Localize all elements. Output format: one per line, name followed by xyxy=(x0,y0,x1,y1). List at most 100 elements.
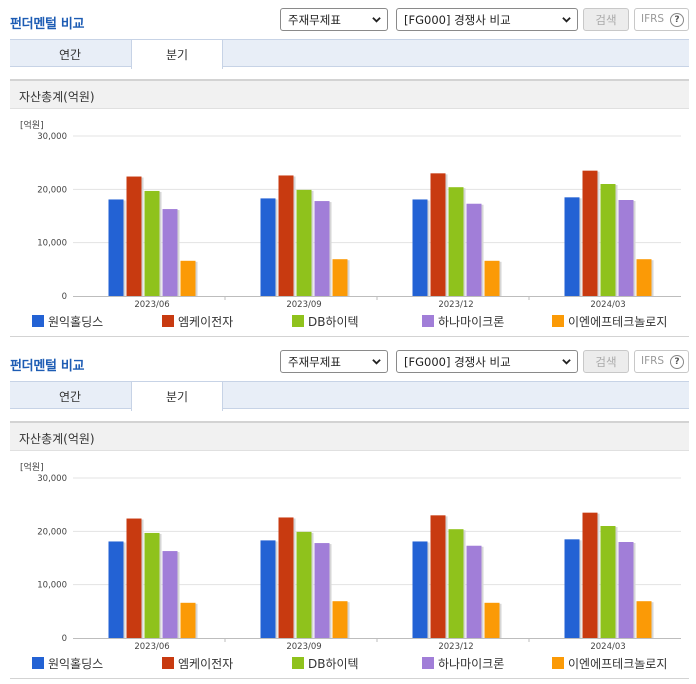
y-tick-label: 10,000 xyxy=(37,581,67,591)
tab-quarterly[interactable]: 분기 xyxy=(131,40,223,69)
search-button[interactable]: 검색 xyxy=(583,350,629,373)
help-icon[interactable]: ? xyxy=(670,355,684,369)
y-tick-label: 30,000 xyxy=(37,474,67,484)
bar[interactable] xyxy=(564,197,580,296)
y-tick-label: 0 xyxy=(62,292,67,302)
legend-label: 하나마이크론 xyxy=(438,657,505,671)
section-title: 펀더멘털 비교 xyxy=(10,17,85,32)
bar[interactable] xyxy=(314,543,330,638)
bar[interactable] xyxy=(144,532,160,638)
bar[interactable] xyxy=(278,517,294,638)
peer-group-value: [FG000] 경쟁사 비교 xyxy=(404,13,511,27)
chevron-down-icon xyxy=(562,17,571,23)
bar[interactable] xyxy=(448,187,464,296)
bar[interactable] xyxy=(162,551,178,638)
x-tick-label: 2023/06 xyxy=(134,300,169,310)
bar-chart: 0 10,000 20,000 30,000 2023/06 2023/09 2023/12… xyxy=(37,132,681,310)
bar[interactable] xyxy=(180,602,196,638)
bar[interactable] xyxy=(296,531,312,638)
legend-item[interactable]: DB하이텍 xyxy=(292,655,359,671)
search-button[interactable]: 검색 xyxy=(583,8,629,31)
bar[interactable] xyxy=(162,209,178,296)
bar[interactable] xyxy=(618,542,634,638)
peer-group-select[interactable]: [FG000] 경쟁사 비교 xyxy=(396,8,578,31)
legend-swatch xyxy=(292,315,304,327)
chart-container: 자산총계(억원) xyxy=(10,421,689,679)
period-tabs: 연간 분기 xyxy=(10,381,689,411)
legend-item[interactable]: 엠케이전자 xyxy=(162,313,233,329)
bar-chart: 0 10,000 20,000 30,000 2023/06 2023/09 2023/12… xyxy=(37,474,681,652)
bar[interactable] xyxy=(564,539,580,638)
legend-swatch xyxy=(32,315,44,327)
bar[interactable] xyxy=(582,170,598,296)
chart-title: 자산총계(억원) xyxy=(10,81,689,109)
bar[interactable] xyxy=(126,518,142,638)
bar[interactable] xyxy=(126,176,142,296)
legend-item[interactable]: DB하이텍 xyxy=(292,313,359,329)
legend-swatch xyxy=(422,315,434,327)
bar[interactable] xyxy=(332,259,348,296)
y-tick-label: 30,000 xyxy=(37,132,67,142)
bar[interactable] xyxy=(278,175,294,296)
bar[interactable] xyxy=(466,545,482,638)
help-icon[interactable]: ? xyxy=(670,13,684,27)
legend-item[interactable]: 원익홀딩스 xyxy=(32,313,103,329)
bar[interactable] xyxy=(180,260,196,296)
chart-container: 자산총계(억원) xyxy=(10,79,689,337)
tab-annual[interactable]: 연간 xyxy=(58,48,82,62)
bar[interactable] xyxy=(296,189,312,296)
fundamental-compare-panel-2: 펀더멘털 비교 주재무제표 [FG000] 경쟁사 비교 검색 IFRS ? 연… xyxy=(0,342,696,684)
peer-group-select[interactable]: [FG000] 경쟁사 비교 xyxy=(396,350,578,373)
ifrs-label: IFRS xyxy=(641,355,665,367)
tab-annual[interactable]: 연간 xyxy=(58,390,82,404)
legend-item[interactable]: 원익홀딩스 xyxy=(32,655,103,671)
bar[interactable] xyxy=(332,601,348,638)
bar[interactable] xyxy=(484,602,500,638)
bar[interactable] xyxy=(108,199,124,296)
x-tick-label: 2024/03 xyxy=(590,642,625,652)
statement-type-select[interactable]: 주재무제표 xyxy=(280,8,388,31)
bar[interactable] xyxy=(412,199,428,296)
bar[interactable] xyxy=(582,512,598,638)
chart-title: 자산총계(억원) xyxy=(10,423,689,451)
tab-quarterly[interactable]: 분기 xyxy=(131,382,223,411)
legend-label: 엠케이전자 xyxy=(178,315,234,329)
legend-label: 하나마이크론 xyxy=(438,315,505,329)
bar[interactable] xyxy=(144,190,160,296)
legend-item[interactable]: 이엔에프테크놀로지 xyxy=(552,313,667,329)
legend-item[interactable]: 하나마이크론 xyxy=(422,313,504,329)
statement-type-select[interactable]: 주재무제표 xyxy=(280,350,388,373)
bar[interactable] xyxy=(314,201,330,296)
bar[interactable] xyxy=(600,526,616,638)
fundamental-compare-panel-1: 펀더멘털 비교 주재무제표 [FG000] 경쟁사 비교 검색 IFRS ? 연… xyxy=(10,8,689,337)
legend-item[interactable]: 이엔에프테크놀로지 xyxy=(552,655,667,671)
bar[interactable] xyxy=(484,260,500,296)
bar[interactable] xyxy=(466,203,482,296)
y-tick-label: 10,000 xyxy=(37,239,67,249)
ifrs-button[interactable]: IFRS ? xyxy=(634,8,689,31)
bar[interactable] xyxy=(430,173,446,296)
bar[interactable] xyxy=(618,200,634,296)
bar[interactable] xyxy=(260,198,276,296)
bar[interactable] xyxy=(108,541,124,638)
bar[interactable] xyxy=(636,259,652,296)
legend-label: 이엔에프테크놀로지 xyxy=(568,657,668,671)
chevron-down-icon xyxy=(562,359,571,365)
legend-label: 엠케이전자 xyxy=(178,657,234,671)
bar[interactable] xyxy=(260,540,276,638)
bar[interactable] xyxy=(448,529,464,638)
bar[interactable] xyxy=(430,515,446,638)
x-tick-label: 2023/12 xyxy=(438,642,473,652)
legend-swatch xyxy=(422,657,434,669)
ifrs-label: IFRS xyxy=(641,13,665,25)
legend-item[interactable]: 하나마이크론 xyxy=(422,655,504,671)
legend-item[interactable]: 엠케이전자 xyxy=(162,655,233,671)
legend-swatch xyxy=(32,657,44,669)
y-unit-label: [억원] xyxy=(20,121,44,131)
bar[interactable] xyxy=(412,541,428,638)
bar[interactable] xyxy=(600,184,616,296)
ifrs-button[interactable]: IFRS ? xyxy=(634,350,689,373)
legend-swatch xyxy=(292,657,304,669)
bar[interactable] xyxy=(636,601,652,638)
x-tick-label: 2024/03 xyxy=(590,300,625,310)
